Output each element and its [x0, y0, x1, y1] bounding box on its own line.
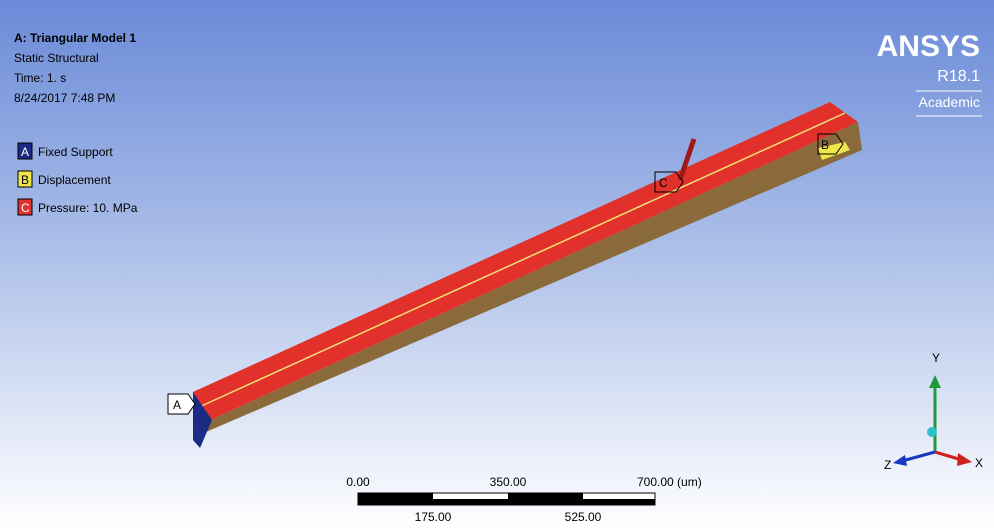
triad-label: X [975, 456, 983, 470]
legend-label: Pressure: 10. MPa [38, 201, 138, 215]
legend-key: B [21, 173, 29, 187]
logo-edition: Academic [919, 94, 980, 110]
callout-label: B [821, 138, 829, 152]
time: Time: 1. s [14, 71, 66, 85]
beam-edge [197, 113, 845, 408]
logo-version: R18.1 [937, 68, 980, 85]
scale-segment [433, 499, 508, 505]
model-title: A: Triangular Model 1 [14, 31, 136, 45]
scale-label: 350.00 [490, 475, 527, 489]
scale-segment [358, 493, 433, 505]
scene: A: Triangular Model 1 Static Structural … [0, 0, 994, 529]
scale-segment [508, 493, 583, 505]
triad-arrow [893, 455, 907, 466]
triad-arrow [957, 453, 972, 466]
scale-label: 0.00 [346, 475, 370, 489]
logo-name: ANSYS [877, 30, 980, 63]
legend-key: C [21, 201, 30, 215]
scale-segment [583, 499, 655, 505]
callout-label: A [173, 398, 181, 412]
scale-label: 700.00 (um) [637, 475, 702, 489]
legend-label: Displacement [38, 173, 111, 187]
date: 8/24/2017 7:48 PM [14, 91, 115, 105]
callout-label: C [659, 176, 668, 190]
triad-label: Y [932, 351, 940, 365]
triad-label: Z [884, 458, 891, 472]
legend-label: Fixed Support [38, 145, 113, 159]
triad-arrow [929, 375, 941, 388]
scale-label: 525.00 [565, 510, 602, 524]
legend-key: A [21, 145, 29, 159]
beam-top [193, 102, 858, 425]
analysis-type: Static Structural [14, 51, 99, 65]
viewport: A: Triangular Model 1 Static Structural … [0, 0, 994, 529]
triad-z-axis [902, 452, 935, 461]
beam-side [200, 122, 862, 432]
triad-origin [927, 427, 937, 437]
scale-label: 175.00 [415, 510, 452, 524]
